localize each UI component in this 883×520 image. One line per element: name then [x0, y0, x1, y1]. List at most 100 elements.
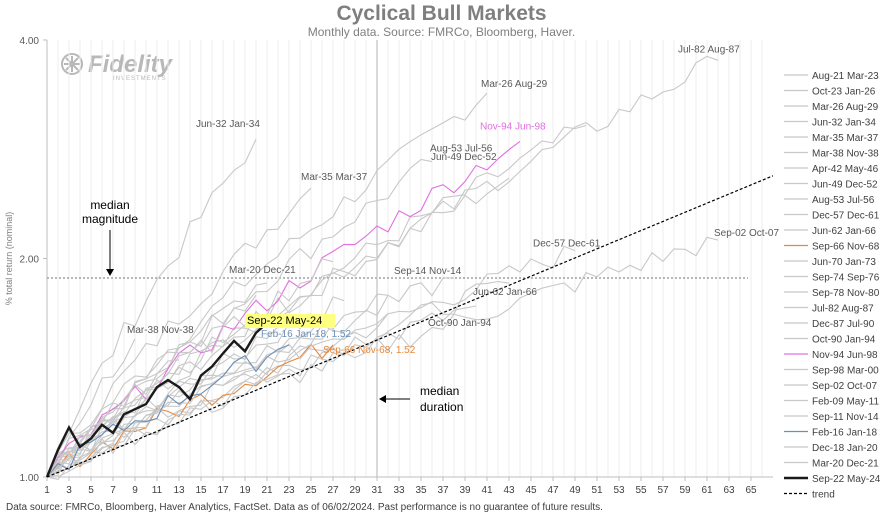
legend-label: Sep-78 Nov-80 [812, 288, 880, 299]
x-tick-label: 19 [239, 485, 251, 496]
x-tick-label: 31 [371, 485, 383, 496]
footer-note: Data source: FMRCo, Bloomberg, Haver Ana… [6, 502, 603, 513]
median-duration-arrowhead [379, 395, 386, 403]
series-label: Sep-66 Nov-68, 1.52 [323, 345, 416, 356]
median-magnitude-text: median [90, 198, 129, 212]
series-line [46, 293, 389, 478]
series-line [46, 187, 312, 478]
legend-label: Jun-62 Jan-66 [812, 226, 876, 237]
series-line [46, 158, 433, 478]
series-label: Jun-32 Jan-34 [196, 119, 260, 130]
x-tick-label: 33 [393, 485, 405, 496]
median-magnitude-text-2: magnitude [82, 212, 138, 226]
x-tick-label: 27 [327, 485, 339, 496]
x-tick-label: 9 [132, 485, 138, 496]
x-tick-label: 37 [437, 485, 449, 496]
series-line [45, 322, 268, 478]
x-tick-label: 23 [283, 485, 295, 496]
series-group [45, 55, 774, 481]
chart-title: Cyclical Bull Markets [336, 2, 547, 25]
x-tick-label: 65 [745, 485, 757, 496]
trend-line [46, 175, 774, 478]
x-tick-label: 21 [261, 485, 273, 496]
legend-label: Oct-90 Jan-94 [812, 335, 876, 346]
series-line [46, 324, 246, 478]
x-tick-label: 61 [701, 485, 713, 496]
median-duration-text: median [420, 384, 459, 398]
logo-subtext: INVESTMENTS [113, 76, 167, 82]
legend-label: Feb-16 Jan-18 [812, 428, 877, 439]
legend-label: Sep-11 Nov-14 [812, 412, 879, 423]
legend-label: Mar-26 Aug-29 [812, 102, 879, 113]
legend-label: Sep-98 Mar-00 [812, 366, 879, 377]
legend-label: Mar-35 Mar-37 [812, 133, 879, 144]
x-tick-label: 17 [217, 485, 229, 496]
y-tick-label: 2.00 [20, 255, 40, 266]
legend: Aug-21 Mar-23 Oct-23 Jan-26 Mar-26 Aug-29 J… [784, 71, 881, 501]
series-label: Dec-57 Dec-61 [533, 239, 601, 250]
legend-label: Jun-49 Dec-52 [812, 180, 878, 191]
median-magnitude-arrowhead [106, 269, 114, 277]
series-line [46, 313, 312, 478]
series-line [46, 282, 268, 478]
series-line [46, 92, 488, 478]
x-tick-label: 35 [415, 485, 427, 496]
legend-label: Dec-87 Jul-90 [812, 319, 875, 330]
x-tick-label: 41 [481, 485, 493, 496]
series-label: Jun-49 Dec-52 [431, 152, 497, 163]
series-line [46, 313, 389, 481]
x-tick-label: 57 [657, 485, 669, 496]
legend-label: Sep-66 Nov-68 [812, 242, 880, 253]
x-tick-label: 53 [613, 485, 625, 496]
series-label: Mar-38 Nov-38 [127, 325, 194, 336]
x-tick-label: 29 [349, 485, 361, 496]
y-tick-label: 4.00 [20, 36, 40, 47]
median-duration-text-2: duration [420, 400, 463, 414]
series-label: Sep-14 Nov-14 [394, 266, 462, 277]
x-tick-label: 47 [547, 485, 559, 496]
y-tick-label: 1.00 [20, 473, 40, 484]
series-label: Sep-02 Oct-07 [714, 228, 779, 239]
series-line [46, 55, 719, 478]
series-line [46, 344, 290, 478]
series-label: Jun-62 Jan-66 [473, 287, 537, 298]
series-label: Mar-20 Dec-21 [229, 265, 296, 276]
x-tick-label: 39 [459, 485, 471, 496]
x-tick-label: 7 [110, 485, 116, 496]
series-label: Mar-26 Aug-29 [481, 79, 548, 90]
legend-label: Dec-18 Jan-20 [812, 443, 878, 454]
grid [46, 40, 763, 477]
series-line [46, 140, 521, 478]
series-line [46, 277, 454, 478]
legend-label: Mar-20 Dec-21 [812, 459, 879, 470]
legend-label: Sep-74 Sep-76 [812, 273, 880, 284]
x-tick-label: 55 [635, 485, 647, 496]
series-labels: Mar-26 Aug-29 Jun-32 Jan-34 Mar-35 Mar-37 M… [127, 44, 779, 356]
legend-label: Sep-22 May-24 [812, 474, 881, 485]
legend-label: Aug-53 Jul-56 [812, 195, 875, 206]
legend-label: Jun-32 Jan-34 [812, 118, 876, 129]
x-tick-label: 43 [503, 485, 515, 496]
legend-label: Sep-02 Oct-07 [812, 381, 877, 392]
x-tick-label: 13 [173, 485, 185, 496]
series-line [46, 280, 510, 478]
x-tick-label: 15 [195, 485, 207, 496]
series-label: Jul-82 Aug-87 [678, 44, 740, 55]
legend-label: Aug-21 Mar-23 [812, 71, 879, 82]
x-tick-label: 3 [66, 485, 72, 496]
series-label: Feb-16 Jan-18, 1.52 [261, 329, 351, 340]
x-tick-label: 51 [591, 485, 603, 496]
x-tick-label: 1 [44, 485, 50, 496]
series-line [46, 305, 477, 478]
highlight-box [245, 314, 335, 328]
legend-label: Jul-82 Aug-87 [812, 304, 874, 315]
series-label: Aug-53 Jul-56 [430, 144, 493, 155]
series-line [46, 138, 257, 478]
x-tick-label: 5 [88, 485, 94, 496]
legend-label: Apr-42 May-46 [812, 164, 879, 175]
x-tick-label: 59 [679, 485, 691, 496]
x-tick-label: 11 [152, 485, 163, 496]
x-tick-label: 25 [305, 485, 317, 496]
